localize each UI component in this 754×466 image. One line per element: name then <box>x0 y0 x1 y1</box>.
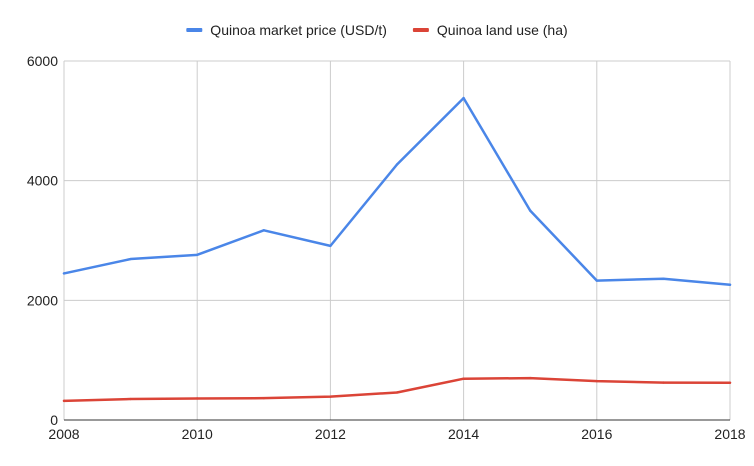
legend-swatch-quinoa-land-use-ha <box>412 28 429 32</box>
chart-tick-labels: 0 2000 4000 6000 2008 2010 2012 2014 2016 2018 <box>27 53 746 442</box>
x-tick-label-2018: 2018 <box>714 426 745 442</box>
data-point-quinoa-land-use-ha-2014 <box>462 377 465 380</box>
y-tick-label-6000: 6000 <box>27 53 58 69</box>
y-tick-label-0: 0 <box>50 412 58 428</box>
data-point-quinoa-land-use-ha-2009 <box>129 397 132 401</box>
data-point-quinoa-land-use-ha-2008 <box>62 399 66 403</box>
data-point-quinoa-land-use-ha-2012 <box>329 395 332 398</box>
data-point-quinoa-market-price-usd-t-2011 <box>262 229 265 232</box>
data-point-quinoa-market-price-usd-t-2010 <box>196 253 199 257</box>
x-tick-label-2014: 2014 <box>448 426 479 442</box>
data-point-quinoa-market-price-usd-t-2009 <box>129 257 132 261</box>
data-point-quinoa-market-price-usd-t-2015 <box>529 209 532 212</box>
data-point-quinoa-land-use-ha-2017 <box>662 381 665 384</box>
y-tick-label-4000: 4000 <box>27 173 58 189</box>
legend-swatch-quinoa-market-price-usd-t <box>186 28 203 32</box>
chart-series <box>62 96 732 403</box>
legend-label-quinoa-land-use-ha: Quinoa land use (ha) <box>437 22 568 38</box>
data-point-quinoa-land-use-ha-2011 <box>262 396 265 400</box>
data-point-quinoa-market-price-usd-t-2013 <box>395 163 399 166</box>
data-point-quinoa-market-price-usd-t-2014 <box>462 96 465 100</box>
data-point-quinoa-market-price-usd-t-2008 <box>62 272 66 275</box>
data-point-quinoa-land-use-ha-2010 <box>196 397 199 400</box>
data-point-quinoa-land-use-ha-2016 <box>595 379 598 383</box>
x-tick-label-2012: 2012 <box>315 426 346 442</box>
data-point-quinoa-market-price-usd-t-2012 <box>329 244 332 248</box>
legend-item-quinoa-market-price-usd-t[interactable]: Quinoa market price (USD/t) <box>186 22 387 38</box>
x-tick-label-2010: 2010 <box>182 426 213 442</box>
x-tick-label-2016: 2016 <box>581 426 612 442</box>
data-point-quinoa-land-use-ha-2013 <box>395 391 399 394</box>
chart-grid <box>63 60 731 420</box>
legend-item-quinoa-land-use-ha[interactable]: Quinoa land use (ha) <box>412 22 568 38</box>
data-point-quinoa-market-price-usd-t-2016 <box>595 279 598 282</box>
series-line-quinoa-market-price-usd-t <box>62 96 732 287</box>
data-point-quinoa-land-use-ha-2018 <box>728 381 732 384</box>
x-tick-label-2008: 2008 <box>48 426 79 442</box>
legend-label-quinoa-market-price-usd-t: Quinoa market price (USD/t) <box>210 22 387 38</box>
data-point-quinoa-market-price-usd-t-2017 <box>662 277 665 280</box>
series-line-quinoa-land-use-ha <box>62 376 732 403</box>
y-tick-label-2000: 2000 <box>27 292 58 308</box>
chart-legend: Quinoa market price (USD/t) Quinoa land u… <box>186 22 568 38</box>
data-point-quinoa-land-use-ha-2015 <box>529 376 532 380</box>
data-point-quinoa-market-price-usd-t-2018 <box>728 283 732 286</box>
